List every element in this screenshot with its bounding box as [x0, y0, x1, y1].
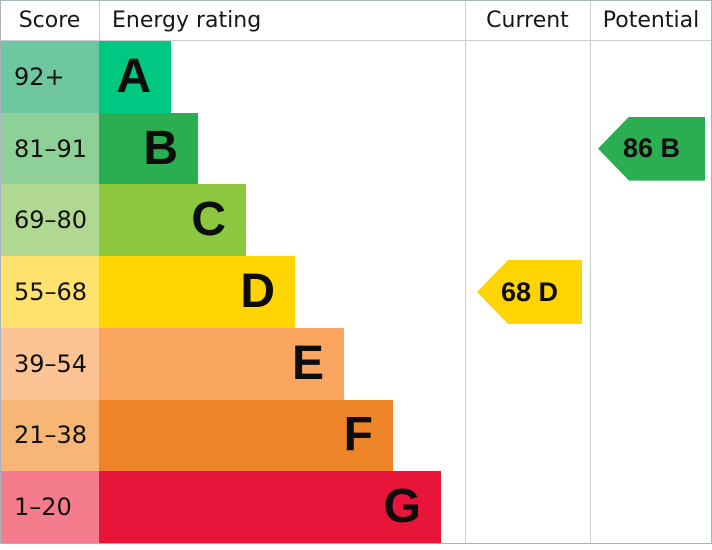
band-letter: D — [240, 265, 275, 319]
band-row: 1–20 G — [1, 471, 711, 544]
band-row: 81–91 B — [1, 112, 711, 185]
band-row: 55–68 D — [1, 256, 711, 328]
band-score-range: 69–80 — [1, 184, 99, 257]
header-current: Current — [486, 7, 569, 33]
band-letter: B — [143, 121, 178, 175]
potential-rating-label: 86 B — [622, 133, 681, 164]
band-bar: F — [99, 399, 393, 472]
band-letter: F — [343, 408, 373, 462]
band-letter: E — [291, 336, 324, 390]
band-bar: D — [99, 256, 295, 328]
band-letter: G — [383, 480, 421, 534]
header-score: Score — [18, 7, 81, 33]
band-row: 39–54 E — [1, 327, 711, 400]
table-header: Score Energy rating Current Potential — [0, 0, 712, 41]
header-potential: Potential — [602, 7, 700, 33]
band-bar: E — [99, 327, 344, 400]
header-energy-rating: Energy rating — [112, 7, 262, 33]
band-score-range: 81–91 — [1, 112, 99, 185]
band-row: 92+ A — [1, 41, 711, 113]
band-row: 69–80 C — [1, 184, 711, 257]
current-rating-label: 68 D — [500, 276, 559, 307]
band-score-range: 39–54 — [1, 327, 99, 400]
band-score-range: 55–68 — [1, 256, 99, 328]
band-bar: C — [99, 184, 246, 257]
band-score-range: 92+ — [1, 41, 99, 113]
divider-score-column — [99, 0, 100, 40]
band-bar: B — [99, 112, 198, 185]
bands-container: 92+ A 81–91 B 69–80 C 55–68 D 39–54 E 21… — [1, 41, 711, 544]
divider-current-column — [465, 0, 466, 543]
band-letter: C — [191, 193, 226, 247]
band-bar: G — [99, 471, 441, 544]
band-letter: A — [116, 49, 151, 103]
band-bar: A — [99, 41, 171, 113]
band-score-range: 21–38 — [1, 399, 99, 472]
divider-potential-column — [590, 0, 591, 543]
band-row: 21–38 F — [1, 399, 711, 472]
band-score-range: 1–20 — [1, 471, 99, 544]
